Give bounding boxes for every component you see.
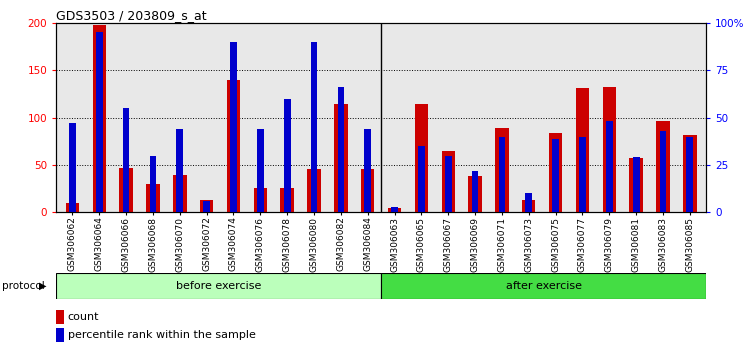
- Bar: [284, 99, 291, 212]
- Bar: [552, 138, 559, 212]
- Bar: [254, 188, 267, 212]
- Bar: [686, 137, 693, 212]
- Bar: [337, 87, 344, 212]
- Text: after exercise: after exercise: [505, 281, 581, 291]
- Bar: [495, 128, 508, 212]
- Bar: [149, 156, 156, 212]
- Bar: [119, 168, 133, 212]
- Bar: [469, 176, 482, 212]
- Bar: [633, 158, 640, 212]
- Bar: [579, 137, 586, 212]
- Bar: [472, 171, 478, 212]
- Bar: [549, 133, 562, 212]
- Bar: [602, 87, 616, 212]
- Bar: [311, 42, 318, 212]
- Bar: [683, 135, 696, 212]
- Bar: [122, 108, 129, 212]
- Bar: [334, 103, 348, 212]
- Text: before exercise: before exercise: [176, 281, 261, 291]
- Bar: [200, 200, 213, 212]
- Bar: [415, 103, 428, 212]
- FancyBboxPatch shape: [381, 273, 706, 299]
- Bar: [173, 175, 186, 212]
- Bar: [391, 207, 398, 212]
- Bar: [69, 124, 76, 212]
- Bar: [146, 184, 160, 212]
- Bar: [92, 25, 106, 212]
- Bar: [388, 208, 401, 212]
- Text: ▶: ▶: [39, 281, 47, 291]
- Bar: [307, 169, 321, 212]
- Bar: [442, 151, 455, 212]
- Bar: [66, 203, 79, 212]
- Bar: [445, 156, 451, 212]
- Bar: [361, 169, 375, 212]
- Bar: [204, 201, 210, 212]
- Bar: [56, 310, 65, 324]
- Text: count: count: [68, 312, 99, 322]
- Bar: [230, 42, 237, 212]
- Bar: [96, 33, 103, 212]
- Bar: [56, 328, 65, 342]
- Bar: [418, 146, 425, 212]
- Bar: [280, 188, 294, 212]
- Bar: [576, 88, 590, 212]
- Text: percentile rank within the sample: percentile rank within the sample: [68, 330, 255, 340]
- Bar: [227, 80, 240, 212]
- Text: protocol: protocol: [2, 281, 44, 291]
- Bar: [659, 131, 666, 212]
- Bar: [364, 129, 371, 212]
- Bar: [522, 200, 535, 212]
- Bar: [526, 193, 532, 212]
- Text: GDS3503 / 203809_s_at: GDS3503 / 203809_s_at: [56, 9, 207, 22]
- Bar: [629, 159, 643, 212]
- Bar: [656, 121, 670, 212]
- FancyBboxPatch shape: [56, 273, 381, 299]
- Bar: [606, 121, 613, 212]
- Bar: [499, 137, 505, 212]
- Bar: [176, 129, 183, 212]
- Bar: [257, 129, 264, 212]
